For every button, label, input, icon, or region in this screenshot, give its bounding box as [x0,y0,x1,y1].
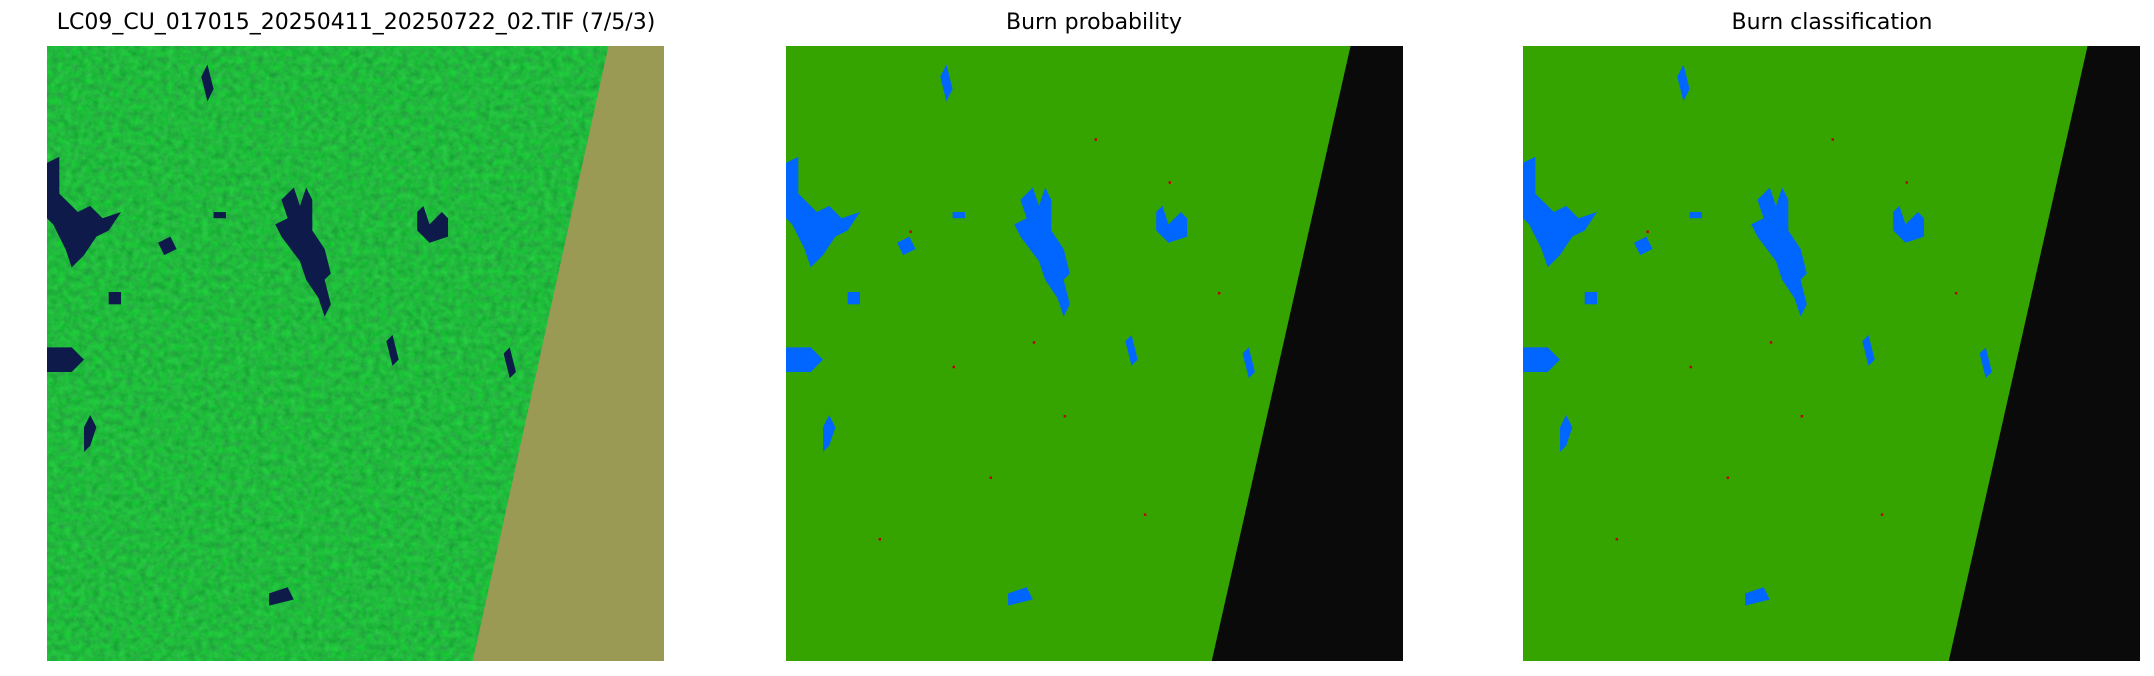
composite-nodata [472,46,664,661]
burn-classification-image [1523,46,2140,661]
composite-title: LC09_CU_017015_20250411_20250722_02.TIF … [56,10,656,35]
probability-nodata [1211,46,1403,661]
burn-classification-title: Burn classification [1731,10,1933,35]
burn-probability-title: Burn probability [1005,10,1182,35]
composite-image [47,46,664,661]
burn-probability-image [786,46,1403,661]
classification-nodata [1948,46,2140,661]
